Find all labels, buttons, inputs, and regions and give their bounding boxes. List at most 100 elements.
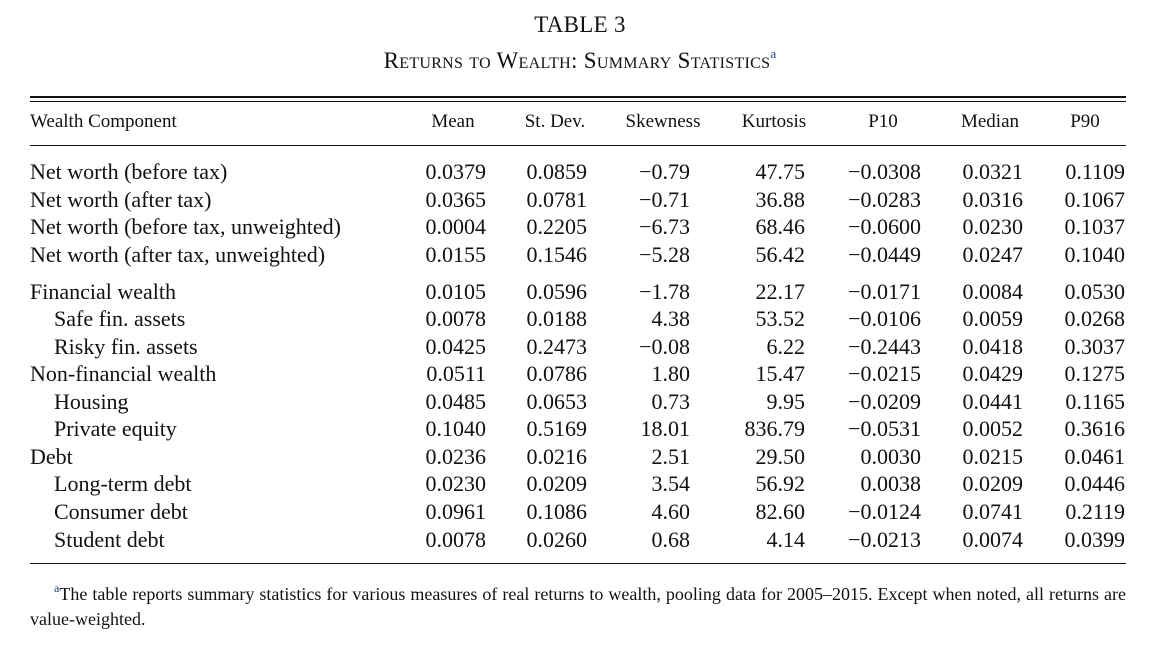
cell-p90: 0.0268 [1064, 306, 1126, 331]
table-header-rule [30, 145, 1126, 147]
table-row: Net worth (before tax, unweighted) 0.0004… [0, 214, 1160, 241]
table-caption: Returns to Wealth: Summary Statisticsa [0, 46, 1160, 74]
table-top-rule [30, 96, 1126, 98]
cell-p90: 0.1165 [1065, 389, 1125, 414]
cell-median: 0.0247 [962, 242, 1024, 267]
cell-p90: 0.0461 [1064, 444, 1126, 469]
cell-p10: −0.0449 [848, 242, 921, 267]
table-row: Debt 0.0236 0.0216 2.51 29.50 0.0030 0.0215 0.0… [0, 444, 1160, 471]
cell-st-dev: 0.0653 [526, 389, 588, 414]
cell-st-dev: 0.5169 [526, 416, 588, 441]
table-top-rule-inner [30, 101, 1126, 103]
row-label: Risky fin. assets [54, 334, 198, 359]
cell-kurtosis: 82.60 [755, 499, 806, 524]
row-label: Non-financial wealth [30, 361, 217, 386]
cell-skewness: −1.78 [639, 279, 690, 304]
header-p10: P10 [868, 111, 898, 132]
header-mean: Mean [431, 111, 475, 132]
cell-st-dev: 0.0786 [526, 361, 588, 386]
cell-p90: 0.2119 [1065, 499, 1125, 524]
cell-mean: 0.1040 [425, 416, 487, 441]
table-row: Long-term debt 0.0230 0.0209 3.54 56.92 0.003… [0, 471, 1160, 498]
cell-st-dev: 0.0188 [526, 306, 588, 331]
cell-kurtosis: 6.22 [766, 334, 806, 359]
row-label: Net worth (before tax, unweighted) [30, 214, 341, 239]
cell-skewness: 2.51 [651, 444, 691, 469]
caption-footnote-marker[interactable]: a [770, 46, 777, 61]
cell-skewness: −5.28 [639, 242, 690, 267]
cell-p10: −0.0209 [848, 389, 921, 414]
table-row: Net worth (after tax, unweighted) 0.0155 0… [0, 242, 1160, 269]
header-wealth-component: Wealth Component [30, 111, 177, 132]
cell-st-dev: 0.0260 [526, 527, 588, 552]
cell-p10: −0.0531 [848, 416, 921, 441]
cell-skewness: 4.38 [651, 306, 691, 331]
cell-kurtosis: 4.14 [766, 527, 806, 552]
table-row: Housing 0.0485 0.0653 0.73 9.95 −0.0209 0.0441… [0, 389, 1160, 416]
cell-skewness: 18.01 [640, 416, 691, 441]
cell-median: 0.0084 [962, 279, 1024, 304]
cell-p10: −0.0308 [848, 159, 921, 184]
table-row: Financial wealth 0.0105 0.0596 −1.78 22.17 −0… [0, 279, 1160, 306]
cell-st-dev: 0.2205 [526, 214, 588, 239]
table-row: Net worth (after tax) 0.0365 0.0781 −0.71 36… [0, 187, 1160, 214]
table-row: Risky fin. assets 0.0425 0.2473 −0.08 6.22 −0… [0, 334, 1160, 361]
table-header-row: Wealth Component Mean St. Dev. Skewness … [0, 111, 1160, 135]
cell-kurtosis: 29.50 [755, 444, 806, 469]
cell-kurtosis: 836.79 [744, 416, 806, 441]
cell-p10: −0.0283 [848, 187, 921, 212]
cell-skewness: 3.54 [651, 471, 691, 496]
cell-mean: 0.0511 [426, 361, 486, 386]
cell-skewness: 1.80 [651, 361, 691, 386]
cell-mean: 0.0961 [425, 499, 487, 524]
cell-mean: 0.0379 [425, 159, 487, 184]
cell-skewness: −0.79 [639, 159, 690, 184]
cell-p10: −0.2443 [848, 334, 921, 359]
cell-p10: −0.0124 [848, 499, 921, 524]
cell-kurtosis: 22.17 [755, 279, 806, 304]
cell-median: 0.0418 [962, 334, 1024, 359]
cell-skewness: −0.08 [639, 334, 690, 359]
cell-p90: 0.3037 [1064, 334, 1126, 359]
cell-median: 0.0316 [962, 187, 1024, 212]
footnote-marker: a [54, 581, 60, 595]
row-label: Safe fin. assets [54, 306, 186, 331]
cell-p90: 0.0446 [1064, 471, 1126, 496]
table-number: TABLE 3 [534, 12, 626, 37]
cell-kurtosis: 47.75 [755, 159, 806, 184]
cell-mean: 0.0230 [425, 471, 487, 496]
cell-median: 0.0059 [962, 306, 1024, 331]
cell-median: 0.0429 [962, 361, 1024, 386]
cell-p10: −0.0600 [848, 214, 921, 239]
cell-kurtosis: 53.52 [755, 306, 806, 331]
cell-skewness: −6.73 [639, 214, 690, 239]
cell-st-dev: 0.1546 [526, 242, 588, 267]
cell-median: 0.0321 [962, 159, 1024, 184]
header-p90: P90 [1070, 111, 1100, 132]
table-row: Consumer debt 0.0961 0.1086 4.60 82.60 −0.012… [0, 499, 1160, 526]
row-label: Consumer debt [54, 499, 188, 524]
cell-kurtosis: 36.88 [755, 187, 806, 212]
table-row: Non-financial wealth 0.0511 0.0786 1.80 15.4… [0, 361, 1160, 388]
row-label: Net worth (before tax) [30, 159, 228, 184]
header-st-dev: St. Dev. [524, 111, 586, 132]
cell-st-dev: 0.0209 [526, 471, 588, 496]
cell-mean: 0.0485 [425, 389, 487, 414]
row-label: Long-term debt [54, 471, 192, 496]
cell-p90: 0.1037 [1064, 214, 1126, 239]
row-label: Private equity [54, 416, 177, 441]
cell-median: 0.0052 [962, 416, 1024, 441]
cell-median: 0.0741 [962, 499, 1024, 524]
row-label: Net worth (after tax, unweighted) [30, 242, 326, 267]
cell-mean: 0.0236 [425, 444, 487, 469]
row-label: Financial wealth [30, 279, 177, 304]
cell-st-dev: 0.0596 [526, 279, 588, 304]
cell-p10: −0.0106 [848, 306, 921, 331]
row-label: Debt [30, 444, 73, 469]
cell-kurtosis: 68.46 [755, 214, 806, 239]
table-footnote: aThe table reports summary statistics fo… [30, 582, 1126, 632]
header-skewness: Skewness [625, 111, 701, 132]
header-kurtosis: Kurtosis [741, 111, 807, 132]
cell-p10: −0.0215 [848, 361, 921, 386]
